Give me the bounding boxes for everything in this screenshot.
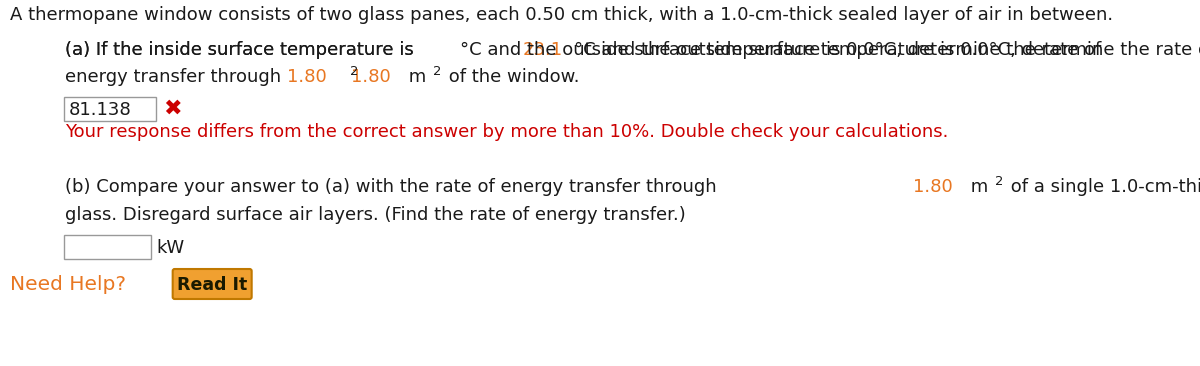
FancyBboxPatch shape — [64, 97, 156, 121]
Text: 2: 2 — [432, 65, 440, 78]
Text: (a) If the inside surface temperature is: (a) If the inside surface temperature is — [65, 41, 420, 59]
Text: (a) If the inside surface temperature is: (a) If the inside surface temperature is — [65, 41, 420, 59]
Text: 23.1: 23.1 — [522, 41, 563, 59]
Text: of a single 1.0-cm-thick pane of: of a single 1.0-cm-thick pane of — [1006, 178, 1200, 196]
Text: energy transfer through: energy transfer through — [65, 68, 287, 86]
Text: of the window.: of the window. — [443, 68, 580, 86]
Text: 2: 2 — [350, 65, 358, 78]
Text: Need Help?: Need Help? — [10, 275, 126, 294]
Text: 2: 2 — [995, 175, 1003, 188]
Text: 1.80: 1.80 — [287, 68, 326, 86]
Text: (b) Compare your answer to (a) with the rate of energy transfer through: (b) Compare your answer to (a) with the … — [65, 178, 722, 196]
Text: 1.80: 1.80 — [913, 178, 953, 196]
FancyBboxPatch shape — [173, 269, 252, 299]
Text: m: m — [402, 68, 426, 86]
Text: 1.80: 1.80 — [352, 68, 391, 86]
Text: Read It: Read It — [178, 276, 247, 294]
Text: A thermopane window consists of two glass panes, each 0.50 cm thick, with a 1.0-: A thermopane window consists of two glas… — [10, 6, 1114, 24]
Text: ✖: ✖ — [163, 99, 181, 119]
Text: glass. Disregard surface air layers. (Find the rate of energy transfer.): glass. Disregard surface air layers. (Fi… — [65, 206, 685, 224]
FancyBboxPatch shape — [64, 235, 151, 259]
Text: 81.138: 81.138 — [70, 101, 132, 119]
Text: Your response differs from the correct answer by more than 10%. Double check you: Your response differs from the correct a… — [65, 123, 948, 141]
Text: °C and the outside surface temperature is 0.0°C, determine the rate of: °C and the outside surface temperature i… — [574, 41, 1200, 59]
Text: m: m — [965, 178, 988, 196]
Text: °C and the outside surface temperature is 0.0°C, determine the rate of: °C and the outside surface temperature i… — [460, 41, 1100, 59]
Text: kW: kW — [156, 239, 184, 257]
